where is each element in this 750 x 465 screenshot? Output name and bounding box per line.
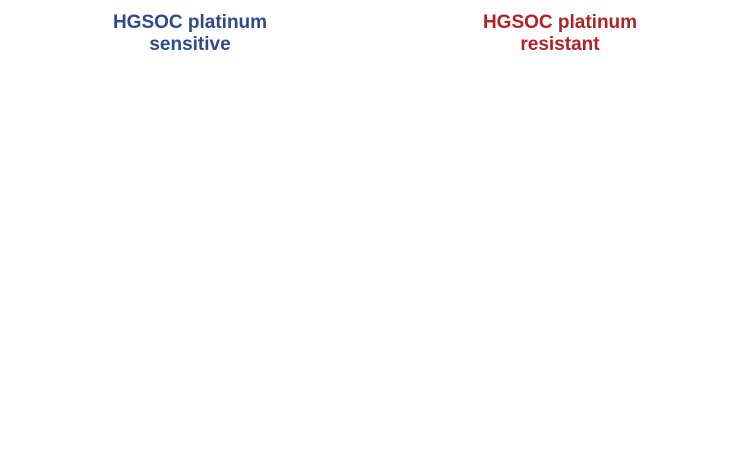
right-membrane [374,85,750,204]
cddp-label: CDDP [404,170,421,176]
left-cell-cytoplasm [0,95,375,465]
txnrd1-box [432,229,504,259]
xct-label: xCT [46,180,65,191]
xct-transporter: xCT [97,127,125,167]
cysteine-label-right: cysteine [673,243,710,254]
right-title-line1: HGSOC platinum [482,12,638,33]
cysteine-label: cysteine [39,241,76,252]
cddp-cluster-outside-right: CDDP CDDP CDDP [510,63,563,113]
free-gsh-right-down-arrow [524,250,540,282]
free-gsh-right-box [541,245,601,267]
cddp-label: CDDP [216,96,233,102]
left-title-line1: HGSOC platinum [112,12,268,33]
cddp-label: CDDP [309,184,326,190]
cddp-entry-arrow-right [435,91,509,152]
xct-transporter: xCT [41,161,69,201]
free-gsh-right-label: free GSH [551,252,592,263]
cddp-label: CDDP [297,160,314,166]
right-cell-cytoplasm [375,95,750,465]
mitochondrion-left [36,322,174,428]
cystine-box [32,117,81,136]
xct-transporter: xCT [69,140,97,180]
right-title-line2: resistant [520,34,600,55]
xct-transporter-right: xCT [677,167,705,207]
right-panel-title: HGSOC platinum resistant [430,12,690,56]
cddp-label: CDDP [536,74,553,80]
txnrd1-label: TXNRD1 [442,237,494,252]
ros-burst: ROS [280,242,355,303]
cddp-label: CDDP [541,98,558,104]
cddp-cluster-inside-right: CDDP CDDP CDDP [400,155,455,206]
cysteine-box-right [663,237,719,257]
left-panel-title: HGSOC platinum sensitive [60,12,320,56]
free-gsh-left-label: free GSH [202,239,258,254]
free-gsh-left-box [189,231,271,261]
protection-line1: Protection against [417,294,522,308]
left-membrane [0,85,376,204]
cddp-cluster-outside-left: CDDP CDDP CDDP [184,67,238,114]
txnrd1-up-arrow [407,222,427,262]
mito-ros-burst: ROS [90,351,146,395]
cddp-label: CDDP [188,99,205,105]
free-gsh-left-up-arrow [166,222,186,262]
protection-line2: oxidative stress [424,309,515,323]
cystine-label: cystine [41,123,73,134]
cystine-label-right: cystine [676,129,708,140]
ros-up-arrow [295,260,305,281]
cddp-label: CDDP [194,78,211,84]
cddp-label: CDDP [324,162,341,168]
cysteine-box [30,235,85,255]
cddp-label: CDDP [423,191,440,197]
mitochondrion-right [549,319,691,431]
cddp-label: CDDP [433,166,450,172]
cddp-label: CDDP [514,94,531,100]
xct-label: xCT [102,146,121,157]
xct-label: xCT [74,159,93,170]
ros-label: ROS [304,267,339,284]
mito-ros-label: ROS [112,369,132,379]
mito-ros-up-arrow [104,362,111,378]
cddp-entry-arrow-left [239,99,308,150]
cddp-cluster-inside-left: CDDP CDDP CDDP [293,149,346,199]
xct-label: xCT [682,186,701,197]
cystine-box-right [666,123,718,142]
left-title-line2: sensitive [149,34,231,55]
